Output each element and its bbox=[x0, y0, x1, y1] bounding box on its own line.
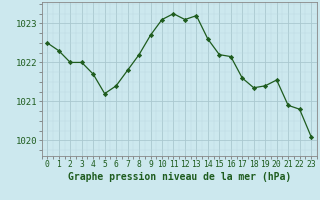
X-axis label: Graphe pression niveau de la mer (hPa): Graphe pression niveau de la mer (hPa) bbox=[68, 172, 291, 182]
